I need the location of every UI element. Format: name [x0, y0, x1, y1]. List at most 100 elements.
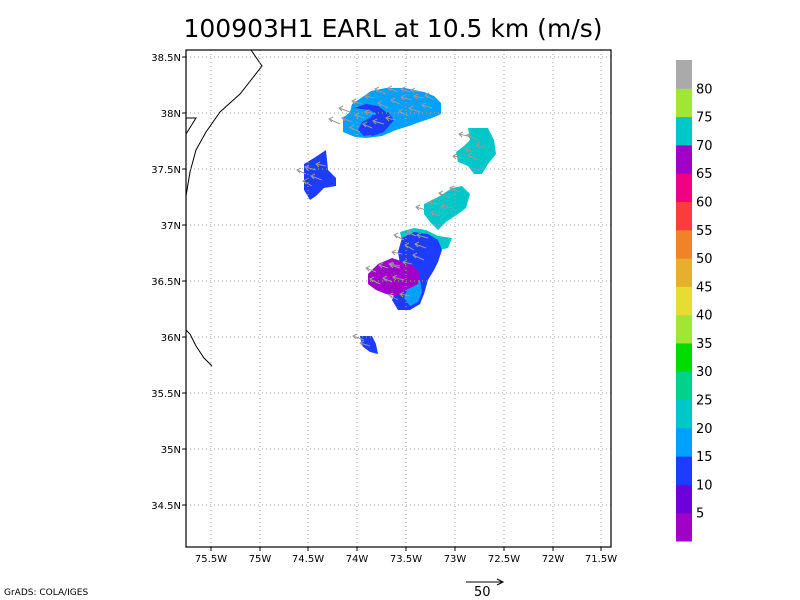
lat-tick-label: 36.5N	[151, 277, 181, 288]
latitude-ticks: 38.5N 38N 37.5N 37N 36.5N 36N 35.5N 35N 34.5N	[151, 53, 186, 512]
colorbar-segment	[676, 399, 692, 429]
colorbar-segment	[676, 173, 692, 202]
wind-vector-head	[410, 87, 416, 94]
wind-vector-head	[464, 146, 470, 153]
lon-tick-label: 74.5W	[292, 554, 324, 565]
wind-vector-head	[328, 116, 334, 123]
wind-vector	[406, 231, 417, 237]
wind-vector-head	[424, 92, 430, 99]
colorbar-segment	[676, 116, 692, 146]
lon-tick-label: 73W	[444, 554, 467, 565]
colorbar-label: 45	[696, 280, 713, 295]
wind-vector-head	[385, 115, 391, 122]
wind-vector-head	[302, 178, 308, 185]
wind-vector	[410, 89, 423, 93]
wind-vector-head	[387, 85, 393, 92]
wind-vector-head	[458, 131, 464, 138]
wind-vector	[392, 276, 405, 281]
lon-tick-label: 74W	[346, 554, 369, 565]
wind-vector-head	[388, 261, 394, 268]
wind-vector	[372, 120, 385, 125]
wind-vector-head	[352, 333, 358, 340]
wind-vector-head	[359, 340, 365, 347]
eastern-band	[456, 128, 496, 174]
wind-vector-head	[404, 242, 410, 249]
colorbar-segment	[676, 371, 692, 401]
lat-tick-label: 37N	[161, 221, 181, 232]
wind-vector	[415, 206, 427, 211]
colorbar-segment	[676, 427, 692, 457]
wind-vector	[388, 263, 401, 267]
credit-text: GrADS: COLA/IGES	[4, 588, 89, 598]
wind-vector	[393, 234, 405, 241]
wind-vector-head	[415, 204, 421, 211]
wind-vector-head	[310, 173, 316, 180]
wind-vector	[341, 117, 353, 123]
grid-lines	[186, 50, 611, 547]
wind-vector-head	[362, 121, 368, 128]
wind-vector	[414, 243, 427, 249]
wind-vector	[365, 267, 377, 273]
wind-vector-head	[364, 109, 370, 116]
colorbar-segment	[676, 286, 692, 316]
wind-vector	[430, 212, 441, 217]
wind-vectors	[296, 85, 487, 347]
wind-vector-head	[351, 98, 357, 105]
wind-vector-head	[364, 93, 370, 100]
wind-vector	[364, 95, 375, 99]
reference-arrow	[466, 578, 505, 586]
wind-vector-head	[428, 199, 434, 206]
lon-tick-label: 75.5W	[195, 554, 227, 565]
colorbar-segment	[676, 484, 692, 514]
colorbar-segment	[676, 60, 692, 89]
wind-vector-head	[449, 185, 455, 192]
wind-vector	[428, 201, 439, 205]
wind-vector-head	[400, 94, 406, 101]
western-cell	[304, 150, 336, 200]
lon-tick-label: 75W	[249, 554, 272, 565]
wind-vector	[387, 87, 399, 93]
wind-vector	[354, 114, 365, 119]
wind-vector	[467, 154, 479, 161]
wind-vector	[296, 169, 307, 175]
colorbar-label: 80	[696, 82, 713, 97]
wind-vector	[412, 254, 425, 261]
lat-tick-label: 35.5N	[151, 389, 181, 400]
lon-tick-label: 71.5W	[585, 554, 617, 565]
colorbar-segment	[676, 456, 692, 485]
wind-vector-head	[414, 241, 420, 248]
wind-vector-head	[406, 229, 412, 236]
wind-vector-head	[374, 86, 380, 93]
wind-vector-head	[413, 93, 419, 100]
wind-vector	[421, 104, 433, 109]
wind-vector-head	[475, 141, 481, 148]
wind-vector-head	[416, 232, 422, 239]
reference-vector-label: 50	[474, 585, 491, 600]
wind-vector	[399, 293, 411, 297]
wind-vector-head	[398, 108, 404, 115]
colorbar-label: 50	[696, 252, 713, 267]
lat-tick-label: 35N	[161, 445, 181, 456]
longitude-ticks: 75.5W 75W 74.5W 74W 73.5W 73W 72.5W 72W 71.5W	[195, 547, 617, 565]
wind-vector	[402, 261, 413, 265]
lat-tick-label: 36N	[161, 333, 181, 344]
wind-vector-head	[338, 105, 344, 112]
wind-vector-head	[378, 262, 384, 269]
colorbar-label: 35	[696, 337, 713, 352]
wind-vector-head	[402, 259, 408, 266]
wind-vector-head	[393, 232, 399, 239]
wind-vector-head	[391, 249, 397, 256]
wind-vector-head	[412, 252, 418, 259]
colorbar-label: 30	[696, 365, 713, 380]
wind-vector	[377, 102, 389, 109]
wind-vector	[438, 192, 451, 199]
colorbar: 5 10 15 20 25 30 35 40 45 50 55 60 65 70 75 80	[676, 60, 713, 542]
lat-tick-label: 37.5N	[151, 165, 181, 176]
colorbar-label: 75	[696, 111, 713, 126]
wind-vector-head	[400, 86, 406, 93]
colorbar-label: 10	[696, 478, 713, 493]
colorbar-label: 60	[696, 195, 713, 210]
wind-vector	[378, 264, 389, 269]
wind-vector	[310, 175, 323, 181]
wind-vector	[338, 107, 351, 113]
